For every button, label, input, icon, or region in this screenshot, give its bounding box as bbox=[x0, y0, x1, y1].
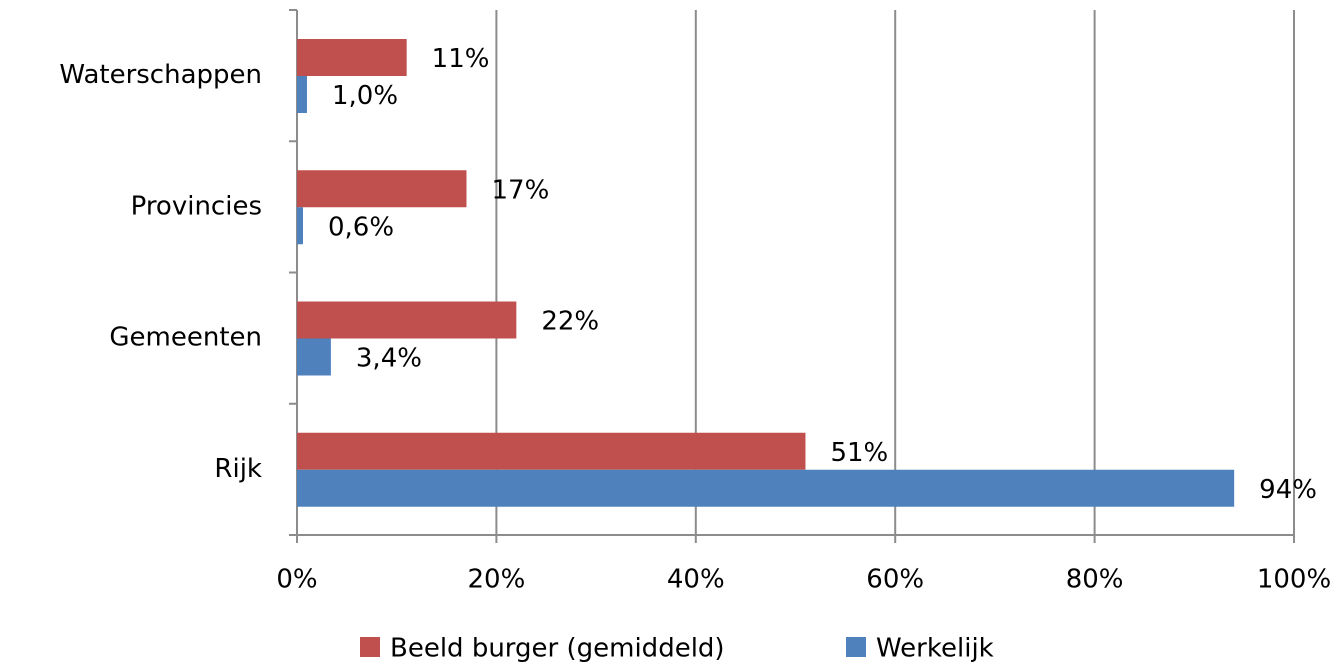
y-tick-label: Gemeenten bbox=[109, 323, 262, 353]
bar bbox=[297, 338, 331, 376]
y-tick-label: Waterschappen bbox=[59, 60, 262, 90]
bar bbox=[297, 39, 407, 76]
legend-label: Beeld burger (gemiddeld) bbox=[390, 634, 725, 664]
bar bbox=[297, 170, 467, 208]
x-tick-label: 0% bbox=[276, 565, 317, 595]
data-label: 94% bbox=[1259, 475, 1317, 505]
data-label: 51% bbox=[830, 438, 888, 468]
data-label: 3,4% bbox=[356, 344, 422, 374]
legend-swatch bbox=[360, 637, 380, 657]
x-tick-label: 60% bbox=[866, 565, 924, 595]
bar bbox=[297, 207, 303, 245]
data-label: 0,6% bbox=[328, 212, 394, 242]
bar bbox=[297, 76, 307, 113]
bar bbox=[297, 469, 1235, 507]
data-label: 11% bbox=[432, 44, 490, 74]
legend-swatch bbox=[846, 637, 866, 657]
x-tick-label: 20% bbox=[468, 565, 526, 595]
legend-label: Werkelijk bbox=[876, 634, 994, 664]
bar bbox=[297, 432, 806, 470]
x-tick-label: 100% bbox=[1257, 565, 1331, 595]
bar bbox=[297, 301, 517, 339]
data-label: 17% bbox=[491, 175, 549, 205]
y-tick-label: Provincies bbox=[131, 191, 262, 221]
y-tick-label: Rijk bbox=[214, 454, 262, 484]
x-tick-label: 80% bbox=[1066, 565, 1124, 595]
data-label: 22% bbox=[541, 307, 599, 337]
data-label: 1,0% bbox=[332, 81, 398, 111]
x-tick-label: 40% bbox=[667, 565, 725, 595]
